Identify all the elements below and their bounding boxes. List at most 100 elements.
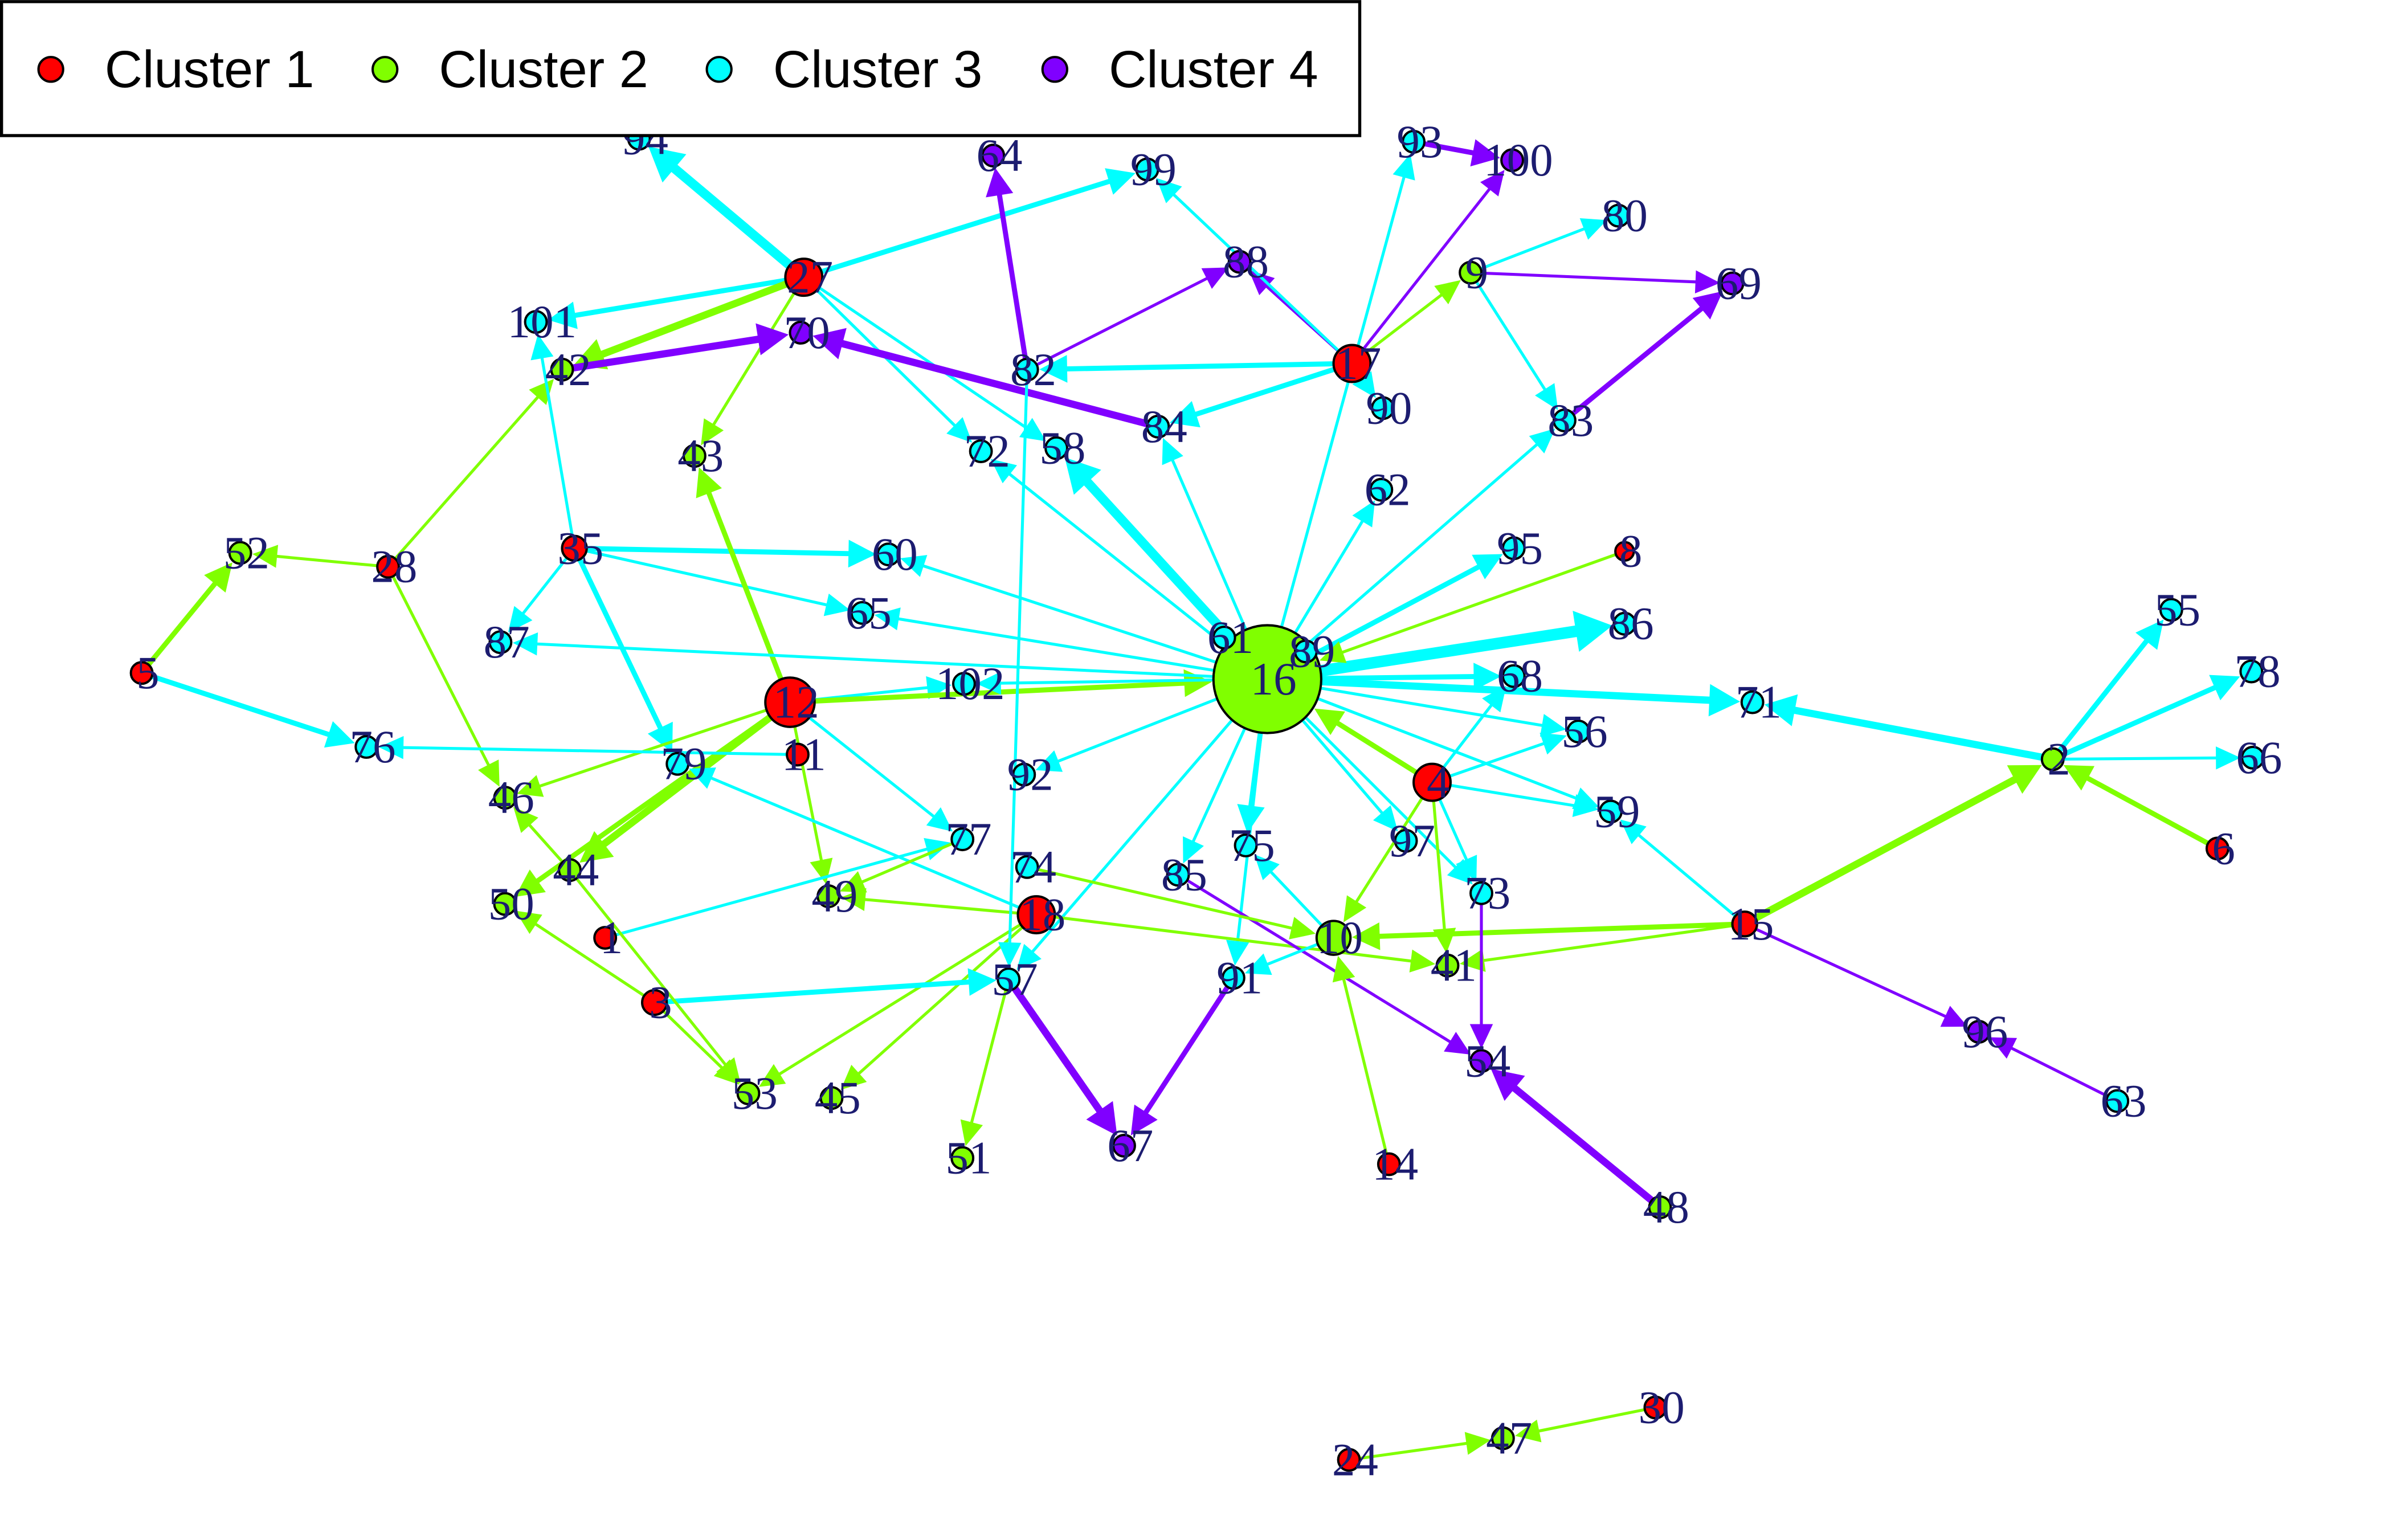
node — [1501, 536, 1526, 561]
legend-swatch — [705, 56, 733, 83]
edge-arrowhead — [1332, 955, 1355, 983]
node-label: 74 — [1010, 842, 1056, 893]
node-label: 62 — [1365, 464, 1411, 516]
node — [1501, 664, 1526, 688]
node-label: 85 — [1161, 849, 1207, 900]
node-label: 3 — [649, 977, 672, 1028]
node — [816, 884, 840, 909]
node — [1337, 1448, 1361, 1472]
node — [1402, 129, 1426, 154]
edge — [900, 555, 1217, 664]
node-label: 97 — [1389, 815, 1435, 867]
edge-line — [598, 280, 788, 359]
edge-line — [526, 822, 564, 863]
edge-line — [1170, 191, 1340, 352]
node-label: 92 — [1007, 749, 1053, 800]
legend-box — [0, 0, 1362, 137]
node — [1166, 863, 1190, 887]
edge-line — [1264, 942, 1318, 967]
node — [1234, 833, 1258, 857]
node-label: 67 — [1107, 1120, 1153, 1171]
node — [1112, 1134, 1136, 1158]
edge-arrowhead — [1392, 153, 1415, 181]
edge-line — [1054, 915, 1414, 963]
edge-line — [1423, 141, 1477, 156]
node — [561, 534, 588, 562]
edge-line — [146, 579, 219, 667]
node — [524, 310, 548, 334]
node-label: 53 — [732, 1068, 778, 1119]
edge-line — [1317, 697, 1580, 801]
edge — [1449, 733, 1567, 778]
edge — [1011, 986, 1117, 1136]
edge-line — [1362, 186, 1493, 350]
edge-arrowhead — [579, 831, 614, 863]
node — [1566, 719, 1591, 744]
edge — [1039, 355, 1334, 383]
edge — [1571, 291, 1723, 416]
edge-line — [996, 191, 1028, 360]
node-label: 4 — [1427, 757, 1450, 808]
edge-arrowhead — [1343, 895, 1367, 922]
node-label: 68 — [1497, 651, 1543, 702]
edge — [1366, 280, 1461, 354]
node — [550, 357, 574, 382]
node-label: 66 — [2236, 732, 2282, 783]
node-label: 24 — [1332, 1434, 1378, 1485]
edge-arrowhead — [689, 767, 716, 789]
edge — [378, 736, 787, 759]
edge — [1343, 797, 1424, 922]
edge-line — [1320, 687, 1546, 728]
node-label: 45 — [815, 1072, 861, 1124]
edge — [812, 328, 1149, 428]
edge-arrowhead — [840, 888, 867, 912]
edge-arrowhead — [512, 632, 538, 656]
edge — [586, 540, 876, 568]
edge-arrowhead — [516, 775, 544, 797]
node — [1500, 148, 1524, 173]
edge — [840, 888, 1018, 915]
edge-line — [1353, 797, 1424, 905]
edge-arrowhead — [1130, 1104, 1158, 1135]
node-label: 87 — [484, 616, 530, 668]
edge-arrowhead — [998, 942, 1022, 967]
node-label: 83 — [1547, 395, 1594, 446]
edge-arrowhead — [324, 721, 355, 748]
edge-arrowhead — [967, 968, 997, 996]
edge-arrowhead — [1226, 939, 1249, 966]
legend-swatch — [37, 56, 64, 83]
node — [2159, 598, 2183, 622]
edge-arrowhead — [530, 334, 554, 361]
edge-line — [1268, 869, 1323, 927]
edge-line — [1320, 625, 1580, 677]
edge — [701, 292, 796, 446]
edge — [1304, 716, 1473, 885]
node-label: 79 — [660, 738, 707, 790]
edge — [1314, 708, 1418, 775]
edge — [1438, 798, 1477, 882]
edge-line — [1037, 868, 1295, 930]
node-label: 56 — [1562, 706, 1608, 757]
edge — [1183, 728, 1247, 864]
edge-line — [1011, 986, 1105, 1115]
node — [764, 676, 816, 728]
edge-line — [1481, 271, 1699, 284]
node-label: 101 — [508, 296, 577, 348]
edge — [548, 277, 786, 329]
node — [1315, 920, 1352, 956]
edge — [960, 989, 1008, 1146]
edge-line — [400, 746, 787, 756]
edge — [1754, 765, 2042, 922]
legend-label: Cluster 4 — [1109, 40, 1318, 99]
edge-line — [1480, 226, 1587, 271]
node — [981, 144, 1006, 168]
node-label: 6 — [2212, 823, 2235, 874]
edge-line — [1334, 719, 1418, 775]
edge — [1162, 438, 1248, 631]
edge-arrowhead — [1201, 267, 1229, 289]
edge — [1515, 1408, 1645, 1443]
node-label: 42 — [545, 344, 591, 395]
node-label: 12 — [773, 677, 819, 728]
edge — [2061, 675, 2240, 758]
node — [1369, 477, 1394, 502]
